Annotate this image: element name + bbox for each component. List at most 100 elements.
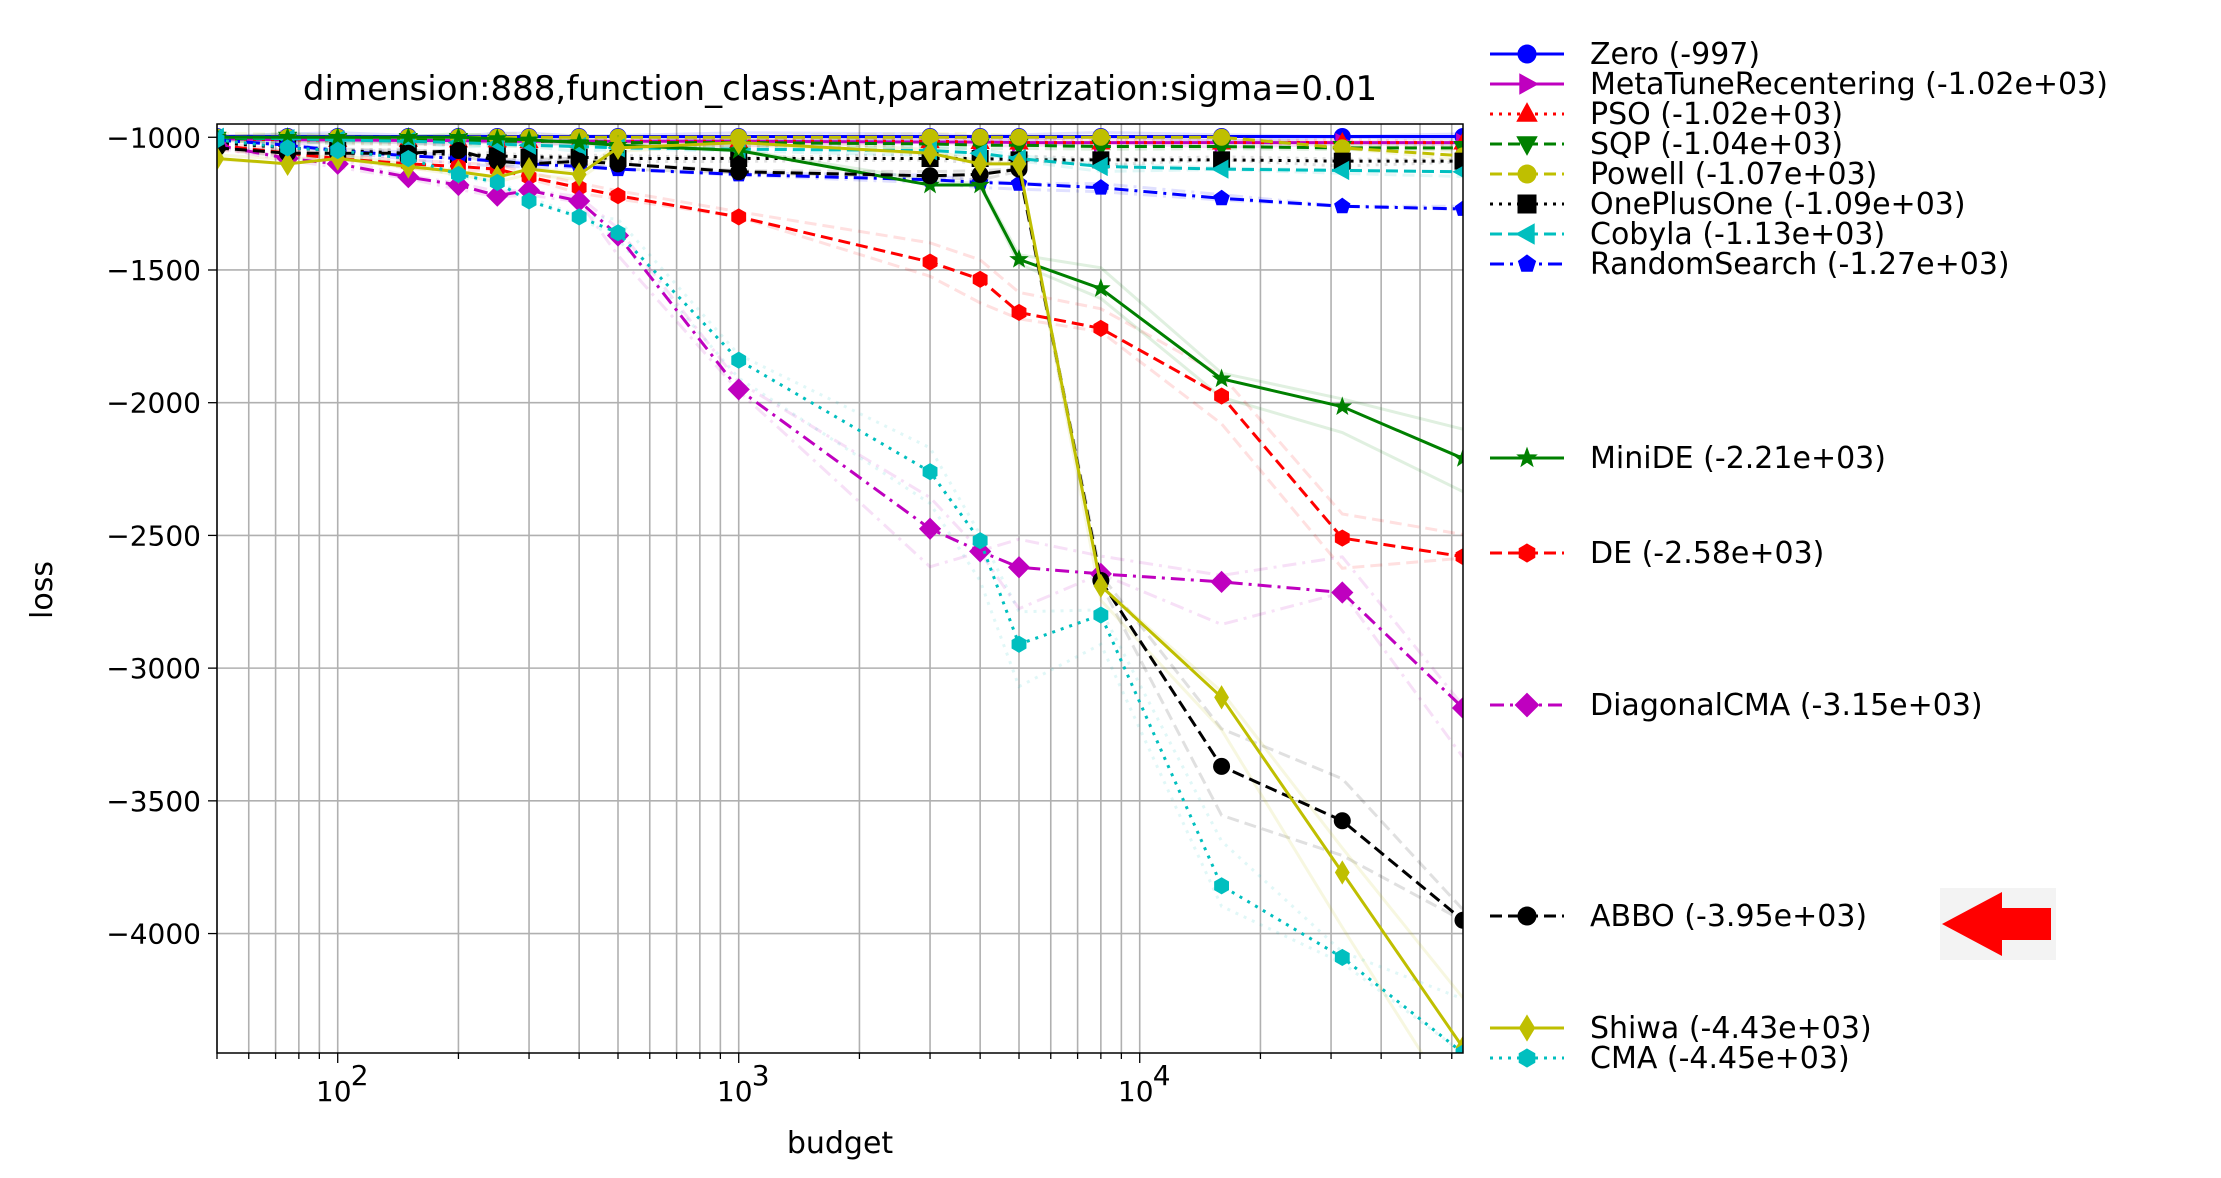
data-point [1454,911,1463,929]
y-axis-label: loss [25,561,60,619]
series-line [217,143,1463,559]
data-point [1213,128,1231,146]
legend-item: DiagonalCMA (-3.15e+03) [1490,688,1983,723]
faint-runs [217,131,1463,1053]
data-point [571,208,587,226]
legend-label: SQP (-1.04e+03) [1590,127,1843,162]
data-point [972,151,988,176]
data-point [972,270,988,288]
data-point [1093,606,1109,624]
series-abbo [217,139,1463,929]
y-tick-label: −1500 [106,254,201,287]
data-point [1214,387,1230,405]
faint-run-line [217,140,1463,707]
data-point [1333,812,1351,830]
x-tick-label: 10 [316,1075,352,1108]
legend-marker [1517,906,1537,926]
data-point [610,224,626,242]
data-point [1009,249,1029,268]
data-point [730,163,748,181]
legend-item: DE (-2.58e+03) [1490,536,1824,571]
data-point [1454,200,1463,216]
data-point [1011,635,1027,653]
x-tick-label: 10 [1118,1075,1154,1108]
legend-marker [1519,73,1539,95]
legend-item: Powell (-1.07e+03) [1490,157,1877,192]
legend-label: PSO (-1.02e+03) [1590,97,1843,132]
legend-label: Powell (-1.07e+03) [1590,157,1877,192]
faint-run-line [217,148,1463,570]
legend-label: Shiwa (-4.43e+03) [1590,1011,1872,1046]
legend-item: ABBO (-3.95e+03) [1490,899,1867,934]
data-point [1331,581,1354,604]
legend-marker [1516,102,1538,122]
x-tick-label-exponent: 2 [351,1059,369,1092]
data-point [1451,696,1463,720]
data-point [1091,278,1111,297]
legend-item: OnePlusOne (-1.09e+03) [1490,187,1966,222]
data-point [727,378,750,401]
faint-run-line [217,142,1463,1053]
y-tick-label: −3000 [106,652,201,685]
data-point [1213,189,1230,206]
legend-item: Cobyla (-1.13e+03) [1490,217,1885,252]
data-point [731,130,747,155]
legend-marker [1516,446,1538,468]
y-tick-label: −2000 [106,387,201,420]
data-point [400,149,416,168]
legend-label: Cobyla (-1.13e+03) [1590,217,1885,252]
legend-marker [1514,692,1540,718]
series-line [217,141,1463,1049]
legend-label: MiniDE (-2.21e+03) [1590,441,1886,476]
series-lines [217,126,1463,1053]
data-point [450,165,466,184]
faint-run-line [217,146,1463,922]
x-tick-label: 10 [717,1075,753,1108]
data-point [521,192,537,210]
legend-marker [1517,164,1537,184]
faint-run-line [217,136,1463,1001]
data-point [569,132,589,151]
data-point [398,126,419,146]
legend-item: SQP (-1.04e+03) [1490,127,1843,162]
legend-item: RandomSearch (-1.27e+03) [1490,247,2010,282]
legend-label: DE (-2.58e+03) [1590,536,1824,571]
data-point [1334,860,1350,885]
data-point [1211,368,1232,388]
data-point [1453,448,1463,467]
data-point [571,162,587,187]
x-tick-label-exponent: 3 [752,1059,770,1092]
legend: Zero (-997)MetaTuneRecentering (-1.02e+0… [1490,37,2108,1076]
legend-marker [1518,543,1536,563]
legend-label: DiagonalCMA (-3.15e+03) [1590,688,1983,723]
data-point [1011,303,1027,322]
data-point [970,174,990,194]
data-point [1334,529,1350,547]
y-tick-label: −4000 [106,918,201,951]
data-point [1214,877,1230,895]
data-point [1454,152,1463,170]
data-point [1093,573,1109,599]
data-point [487,128,508,147]
faint-run-line [217,146,1463,911]
data-point [610,135,626,161]
data-point [448,126,469,146]
faint-run-line [217,141,1463,536]
legend-marker [1516,136,1538,156]
faint-run-line [217,139,1463,493]
data-point [1092,128,1110,146]
legend-marker [1517,44,1537,64]
legend-item: PSO (-1.02e+03) [1490,97,1843,132]
data-point [1331,160,1350,181]
y-tick-label: −2500 [106,519,201,552]
y-tick-label: −1000 [106,121,201,154]
x-tick-label-exponent: 4 [1153,1059,1171,1092]
data-point [922,463,938,481]
data-point [1334,948,1350,967]
data-point [1332,396,1353,415]
data-point [610,187,626,205]
data-point [521,156,537,182]
data-point [217,131,225,149]
